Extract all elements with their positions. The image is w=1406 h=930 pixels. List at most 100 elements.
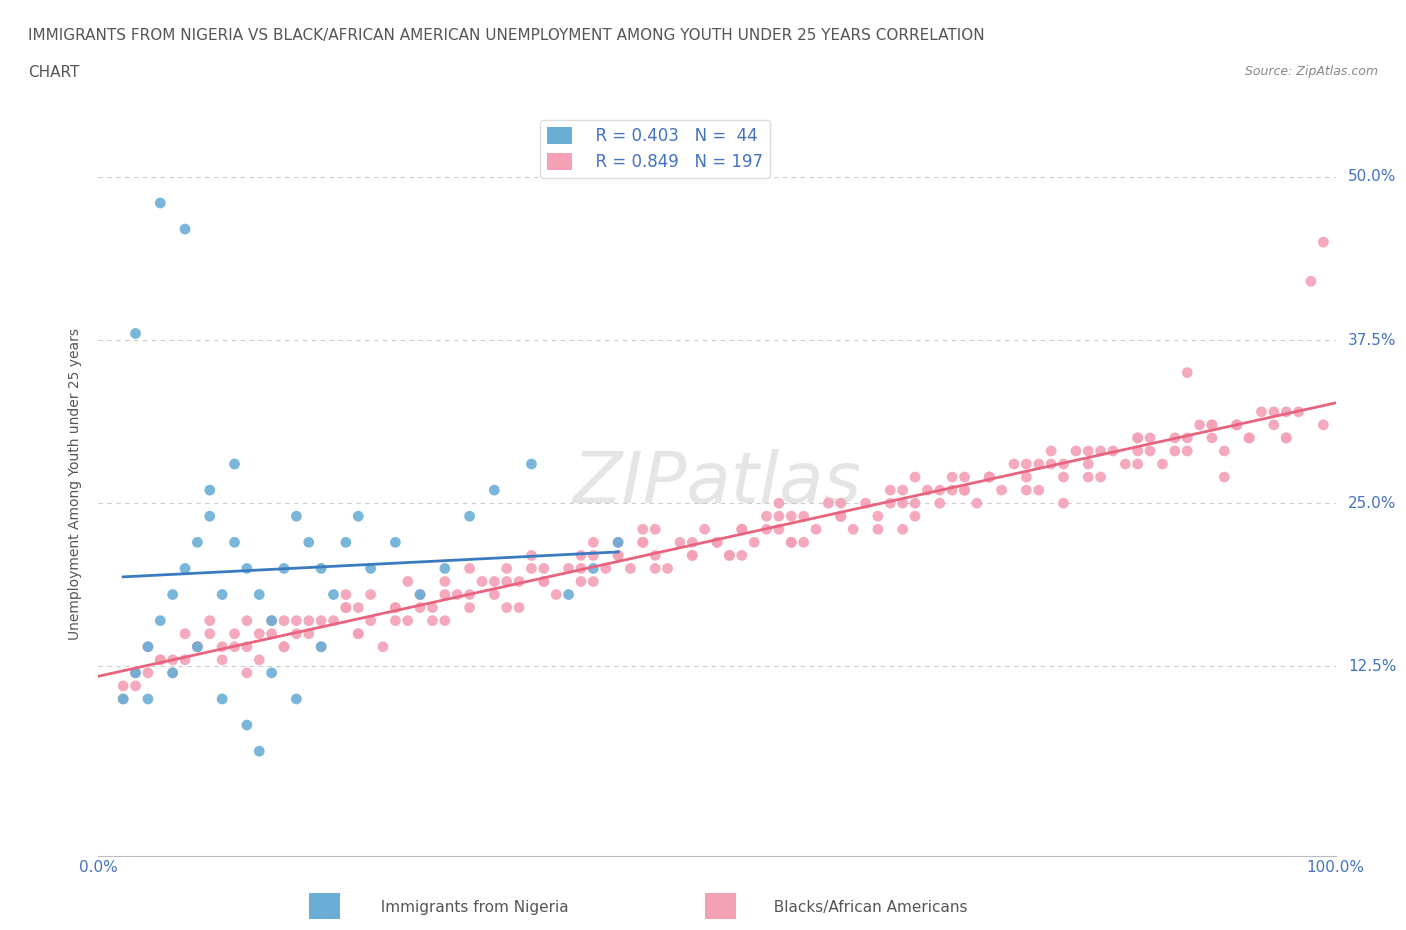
Point (285, 613, 308, 628)
Point (793, 509, 815, 524)
Point (1213, 444, 1236, 458)
Point (409, 600, 432, 615)
Point (644, 522, 666, 537)
Point (1090, 470, 1112, 485)
Point (631, 522, 654, 537)
Point (335, 600, 357, 615)
Legend:   R = 0.403   N =  44,   R = 0.849   N = 197: R = 0.403 N = 44, R = 0.849 N = 197 (540, 120, 770, 178)
Point (706, 535, 728, 550)
Text: 12.5%: 12.5% (1348, 658, 1396, 674)
Point (136, 666, 159, 681)
Point (1275, 431, 1298, 445)
Text: IMMIGRANTS FROM NIGERIA VS BLACK/AFRICAN AMERICAN UNEMPLOYMENT AMONG YOUTH UNDER: IMMIGRANTS FROM NIGERIA VS BLACK/AFRICAN… (28, 28, 984, 43)
Point (1077, 457, 1099, 472)
Point (495, 561, 517, 576)
Point (309, 639, 332, 654)
Point (533, 574, 555, 589)
Point (1237, 431, 1260, 445)
Point (607, 548, 630, 563)
Point (422, 613, 444, 628)
Point (112, 692, 135, 707)
Point (1064, 444, 1087, 458)
Point (298, 626, 321, 641)
Point (557, 561, 579, 576)
Point (433, 587, 456, 602)
Point (211, 639, 233, 654)
Point (211, 692, 233, 707)
Point (768, 522, 790, 537)
Point (928, 483, 950, 498)
Point (149, 195, 172, 210)
Point (186, 535, 208, 550)
Point (1288, 405, 1310, 419)
Point (384, 600, 406, 615)
Point (979, 470, 1001, 485)
Point (830, 509, 852, 524)
Point (285, 509, 308, 524)
Point (891, 496, 914, 511)
Point (1028, 483, 1050, 498)
Point (384, 613, 406, 628)
Text: 37.5%: 37.5% (1348, 333, 1396, 348)
Point (904, 509, 927, 524)
Point (174, 626, 197, 641)
Point (347, 600, 370, 615)
Point (793, 535, 815, 550)
Point (224, 639, 246, 654)
Point (755, 509, 778, 524)
Point (508, 574, 530, 589)
Point (112, 679, 135, 694)
Point (891, 522, 914, 537)
Point (384, 535, 406, 550)
Point (830, 509, 852, 524)
Point (979, 470, 1001, 485)
Point (1028, 457, 1050, 472)
Point (755, 522, 778, 537)
Point (1102, 444, 1125, 458)
Point (186, 639, 208, 654)
Point (484, 574, 506, 589)
Point (1175, 431, 1198, 445)
Point (941, 483, 963, 498)
Point (433, 574, 456, 589)
Point (1188, 418, 1211, 432)
Point (780, 535, 803, 550)
Point (1175, 365, 1198, 380)
Point (396, 613, 419, 628)
Point (1114, 457, 1136, 472)
Point (879, 483, 901, 498)
Point (495, 574, 517, 589)
Point (595, 561, 617, 576)
Point (1299, 273, 1322, 288)
Point (149, 652, 172, 667)
Point (804, 522, 827, 537)
Point (260, 626, 283, 641)
Point (953, 470, 976, 485)
Point (817, 496, 839, 511)
Point (224, 535, 246, 550)
Point (1126, 431, 1149, 445)
Point (1164, 431, 1187, 445)
Point (433, 613, 456, 628)
Point (866, 522, 889, 537)
Point (446, 587, 468, 602)
Point (136, 639, 159, 654)
Point (966, 496, 988, 511)
Point (731, 522, 754, 537)
Point (112, 692, 135, 707)
Point (1226, 418, 1249, 432)
Point (631, 535, 654, 550)
Point (236, 639, 259, 654)
Point (236, 561, 259, 576)
Point (557, 587, 579, 602)
Point (198, 483, 221, 498)
Point (1052, 470, 1074, 485)
Text: 25.0%: 25.0% (1348, 496, 1396, 511)
Text: CHART: CHART (28, 65, 80, 80)
Point (186, 639, 208, 654)
Point (866, 509, 889, 524)
Point (285, 692, 308, 707)
Point (904, 470, 927, 485)
Point (1040, 457, 1063, 472)
Point (1237, 431, 1260, 445)
